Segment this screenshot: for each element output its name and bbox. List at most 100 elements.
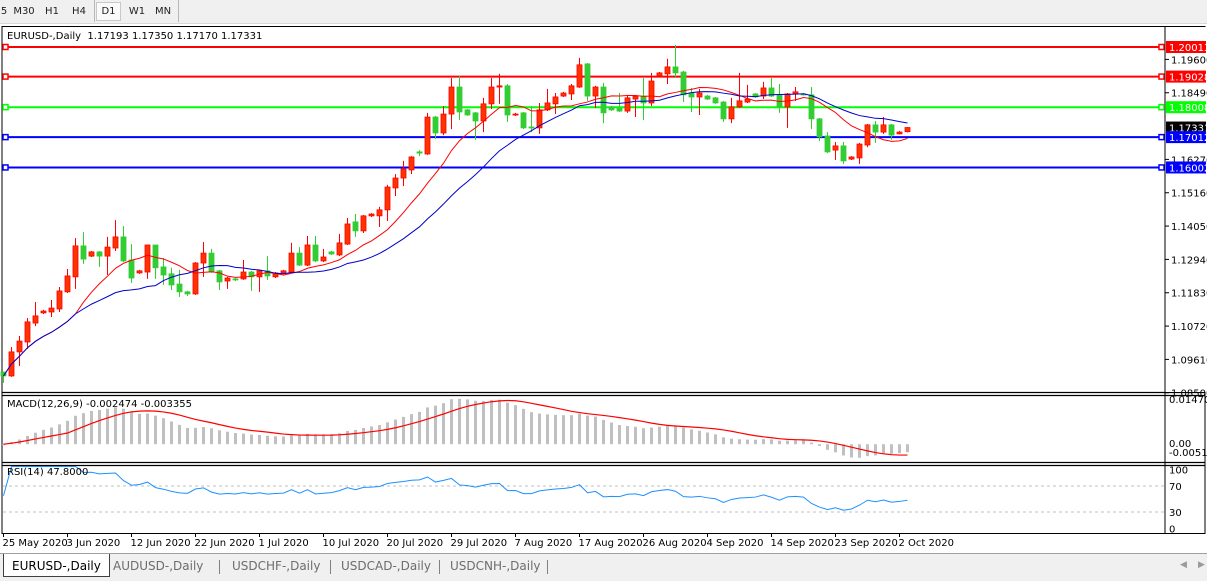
toolbar-separator: [178, 0, 179, 22]
macd-histogram-bar: [378, 425, 381, 445]
macd-histogram-bar: [90, 410, 93, 445]
candle-bullish: [384, 186, 391, 211]
time-tick-label: 26 Aug 2020: [643, 538, 707, 549]
timeframe-h1-button[interactable]: H1: [45, 6, 59, 17]
macd-histogram-bar: [514, 405, 517, 445]
time-tick-label: 23 Sep 2020: [835, 538, 898, 549]
level-handle: [2, 133, 9, 141]
time-tick-label: 1 Jul 2020: [259, 538, 309, 549]
price-tick-label: 1.19600: [1171, 55, 1207, 66]
level-handle: [1158, 133, 1165, 141]
macd-histogram-bar: [650, 427, 653, 445]
current-price-label: 1.17331: [1169, 124, 1207, 135]
candle-bullish: [336, 242, 343, 256]
macd-histogram-bar: [370, 426, 373, 445]
level-price-label-bg: [1166, 101, 1206, 114]
chart-header: EURUSD-,Daily 1.17193 1.17350 1.17170 1.…: [7, 31, 262, 42]
candle-bullish: [64, 275, 71, 293]
candle-bullish: [16, 340, 23, 353]
candle-bullish: [736, 100, 743, 108]
macd-histogram-bar: [714, 434, 717, 445]
macd-histogram-bar: [882, 444, 885, 455]
macd-histogram-bar: [906, 444, 909, 453]
candle-bullish: [400, 168, 407, 179]
timeframe-m5-button[interactable]: 5: [0, 6, 8, 17]
candle-bullish: [656, 72, 663, 77]
chart-canvas[interactable]: 1.19600 1.18490 1.16270 1.15160 1.14050 1.129…: [0, 0, 1207, 553]
macd-histogram-bar: [506, 402, 509, 445]
macd-histogram-bar: [594, 416, 597, 445]
candle-bullish: [40, 310, 47, 314]
level-price-label: 1.16002: [1169, 163, 1207, 174]
macd-histogram-bar: [634, 426, 637, 445]
macd-histogram-bar: [146, 413, 149, 445]
macd-histogram-bar: [890, 444, 893, 454]
candle-bearish: [184, 291, 191, 295]
macd-histogram-bar: [138, 413, 141, 445]
macd-histogram-bar: [786, 440, 789, 445]
level-handle: [1158, 164, 1165, 171]
candle-bearish: [328, 251, 335, 255]
ma-slow-line: [3, 91, 908, 377]
candle-bearish: [232, 278, 239, 281]
macd-histogram-bar: [250, 434, 253, 445]
tab-eurusd[interactable]: EURUSD-,Daily: [3, 554, 110, 577]
macd-histogram-bar: [274, 436, 277, 445]
timeframe-w1-button[interactable]: W1: [128, 6, 146, 17]
time-tick-label: 2 Oct 2020: [899, 538, 954, 549]
timeframe-d1-button[interactable]: D1: [96, 2, 121, 21]
tab-usdcnh[interactable]: USDCNH-,Daily: [450, 559, 541, 573]
candle-bullish: [360, 215, 367, 232]
candle-bearish: [416, 151, 423, 154]
time-tick-label: 20 Jul 2020: [387, 538, 444, 549]
macd-histogram-bar: [210, 428, 213, 445]
macd-histogram-bar: [474, 400, 477, 445]
tab-usdcad[interactable]: USDCAD-,Daily: [341, 559, 431, 573]
candle-bearish: [600, 86, 607, 114]
macd-histogram-bar: [658, 426, 661, 445]
chart-frame: [0, 26, 1207, 553]
macd-histogram-bar: [306, 433, 309, 445]
candle-bullish: [480, 103, 487, 122]
candle-bearish: [672, 66, 679, 74]
tab-usdchf[interactable]: USDCHF-,Daily: [232, 559, 321, 573]
macd-histogram-bar: [874, 444, 877, 456]
timeframe-h4-button[interactable]: H4: [72, 6, 86, 17]
candle-bearish: [824, 135, 831, 153]
price-candles: [0, 44, 911, 383]
candle-bullish: [440, 113, 447, 134]
macd-histogram-bar: [754, 439, 757, 445]
macd-histogram-bar: [546, 414, 549, 445]
tab-audusd[interactable]: AUDUSD-,Daily: [113, 559, 204, 573]
candle-bullish: [280, 270, 287, 274]
scroll-left-icon[interactable]: ◀: [1180, 560, 1187, 570]
scroll-right-icon[interactable]: ▶: [1198, 560, 1205, 570]
macd-histogram-bar: [738, 439, 741, 445]
level-price-label: 1.20013: [1169, 43, 1207, 54]
time-tick-label: 17 Aug 2020: [579, 538, 643, 549]
candle-bullish: [880, 124, 887, 133]
candle-bullish: [560, 92, 567, 97]
macd-histogram-bar: [234, 433, 237, 445]
candle-bullish: [368, 213, 375, 217]
macd-histogram-bar: [2, 444, 5, 446]
candle-bearish: [472, 112, 479, 122]
candle-bearish: [464, 109, 471, 116]
time-tick-label: 10 Jul 2020: [323, 538, 380, 549]
macd-histogram-bar: [578, 413, 581, 445]
macd-label: MACD(12,26,9) -0.002474 -0.003355: [7, 399, 192, 410]
macd-histogram-bar: [458, 398, 461, 445]
macd-histogram-bar: [818, 444, 821, 446]
ma-fast-line: [3, 87, 908, 377]
timeframe-mn-button[interactable]: MN: [154, 6, 172, 17]
candle-bullish: [144, 244, 151, 273]
time-tick-label: 12 Jun 2020: [131, 538, 191, 549]
time-axis-area: [0, 534, 1207, 553]
price-tick-label: 1.15160: [1171, 189, 1207, 200]
candle-bearish: [888, 124, 895, 136]
macd-histogram-bar: [82, 413, 85, 445]
timeframe-m30-button[interactable]: M30: [13, 6, 35, 17]
macd-histogram-bar: [426, 407, 429, 445]
tab-separator: [439, 560, 440, 574]
macd-histogram-bar: [762, 439, 765, 445]
